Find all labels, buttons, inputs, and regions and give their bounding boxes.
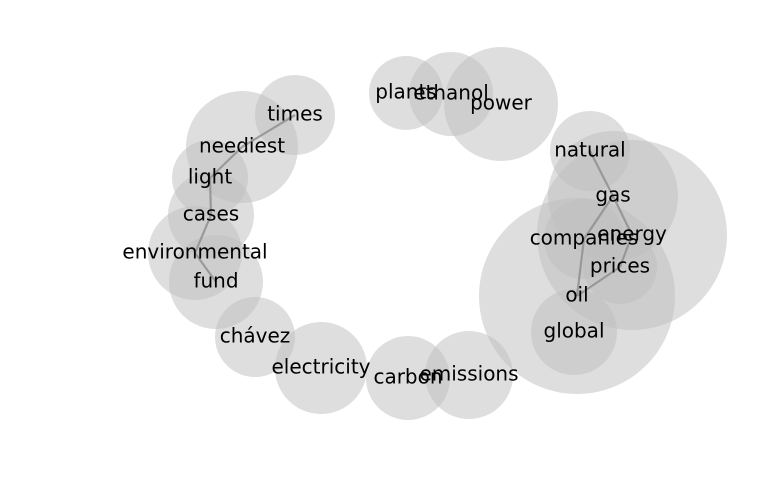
bubble-global [531, 289, 617, 375]
edge-times-neediest [241, 114, 296, 148]
word-label: chávez [220, 324, 291, 348]
edge-natural-gas [589, 150, 614, 197]
word-label: neediest [199, 134, 285, 158]
bubble-layer [148, 47, 727, 420]
word-label: electricity [271, 355, 370, 379]
word-label: energy [597, 222, 667, 246]
edge-gas-companies [583, 195, 614, 240]
word-label: global [544, 319, 605, 343]
label-layer: times neediest light cases environmental fund… [122, 80, 667, 389]
word-label: carbon [373, 365, 442, 389]
edge-light-cases [208, 177, 213, 216]
word-label: times [267, 102, 323, 126]
word-label: gas [595, 183, 630, 207]
edge-energy-prices [618, 234, 634, 268]
edge-layer [193, 114, 634, 297]
edge-neediest-light [209, 146, 243, 179]
word-label: environmental [122, 240, 267, 264]
word-label: power [470, 91, 533, 115]
edge-gas-energy [612, 195, 633, 236]
bubble-chávez [215, 297, 295, 377]
edge-prices-oil [576, 266, 621, 297]
word-label: prices [590, 254, 650, 278]
word-label: oil [565, 283, 588, 307]
bubble-electricity [275, 322, 367, 414]
word-label: cases [183, 202, 239, 226]
word-label: emissions [419, 362, 518, 386]
bubble-plants [369, 56, 443, 130]
word-label: ethanol [413, 81, 489, 105]
bubble-emissions [425, 331, 513, 419]
word-label: companies [530, 226, 639, 250]
word-label: plants [375, 80, 436, 104]
edge-environmental-fund [194, 252, 217, 283]
edge-cases-environmental [193, 214, 213, 254]
bubble-carbon [366, 336, 450, 420]
edge-companies-oil [575, 238, 586, 297]
word-label: light [188, 165, 232, 189]
word-label: natural [554, 138, 625, 162]
word-label: fund [193, 269, 238, 293]
